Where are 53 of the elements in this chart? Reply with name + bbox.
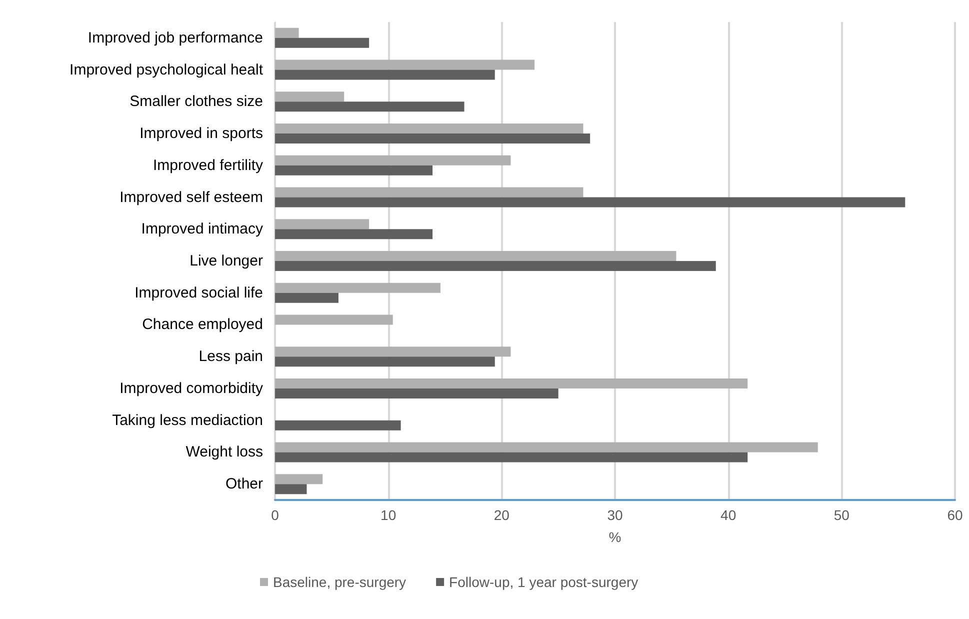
x-tick-label: 40 — [720, 507, 736, 523]
bar — [275, 219, 370, 230]
bar — [275, 356, 495, 367]
bar — [275, 346, 511, 357]
bar — [275, 155, 511, 166]
x-tick-label: 20 — [494, 507, 510, 523]
x-axis-title: % — [608, 529, 622, 545]
bar — [275, 452, 748, 462]
bar — [275, 124, 584, 134]
bar — [275, 102, 464, 112]
y-tick-label: Improved psychological healt — [70, 61, 264, 78]
y-tick-label: Improved self esteem — [120, 188, 263, 206]
x-tick-label: 0 — [271, 507, 280, 523]
bar — [275, 474, 323, 484]
bar — [275, 484, 307, 494]
x-tick-label: 10 — [380, 507, 396, 523]
bar — [275, 314, 393, 325]
bar — [275, 92, 344, 102]
bar — [275, 165, 433, 176]
bar — [275, 38, 370, 48]
legend-label: Baseline, pre-surgery — [273, 574, 406, 590]
bar — [275, 420, 401, 430]
bar — [275, 134, 590, 144]
bar — [275, 197, 906, 208]
legend-label: Follow-up, 1 year post-surgery — [449, 574, 638, 590]
y-tick-label: Taking less mediaction — [112, 412, 263, 429]
y-tick-label: Improved intimacy — [141, 220, 264, 238]
bar — [275, 28, 299, 38]
y-tick-label: Improved fertility — [152, 156, 264, 174]
bar — [275, 60, 535, 70]
y-tick-label: Improved comorbidity — [120, 380, 264, 397]
bar — [275, 442, 818, 452]
x-tick-label: 60 — [947, 507, 963, 523]
bar — [275, 282, 440, 293]
bar — [275, 70, 495, 80]
y-tick-label: Smaller clothes size — [130, 93, 263, 110]
bar — [275, 187, 584, 198]
bar — [275, 388, 558, 398]
y-tick-label: Chance employed — [142, 316, 263, 334]
y-tick-label: Improved social life — [134, 284, 263, 302]
y-tick-label: Improved job performance — [88, 29, 263, 46]
bar — [275, 378, 748, 388]
y-tick-label: Improved in sports — [140, 125, 263, 142]
y-tick-label: Weight loss — [186, 444, 263, 461]
y-tick-label: Other — [225, 476, 264, 493]
bar — [275, 229, 433, 240]
bar — [275, 292, 338, 303]
y-tick-label: Less pain — [198, 348, 263, 366]
bar — [275, 251, 676, 261]
y-tick-label: Live longer — [190, 252, 263, 270]
x-tick-label: 30 — [607, 507, 623, 523]
bar — [275, 261, 716, 271]
x-tick-label: 50 — [834, 507, 850, 523]
